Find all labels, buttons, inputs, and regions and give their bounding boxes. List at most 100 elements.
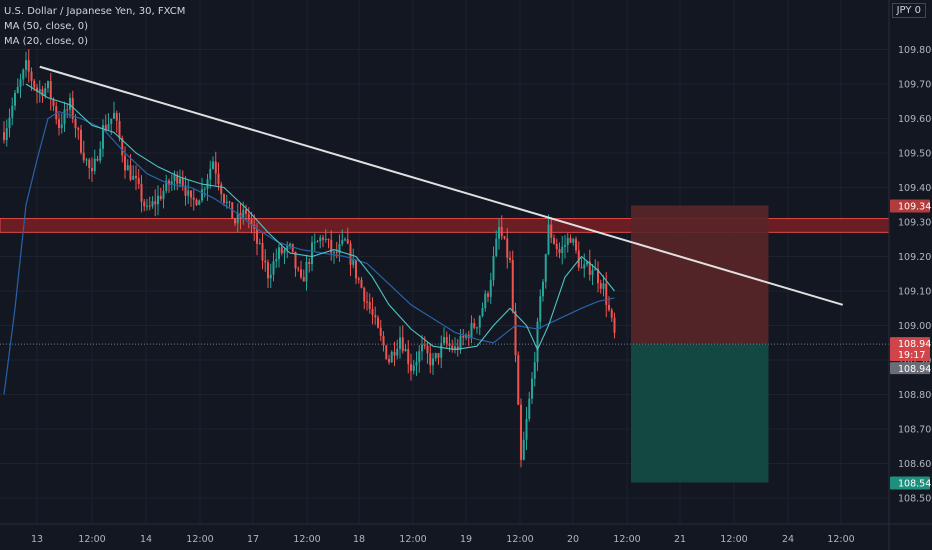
candle-body — [489, 280, 492, 297]
candle-body — [297, 268, 300, 270]
trendline-line[interactable] — [39, 65, 844, 306]
candle-body — [33, 80, 36, 88]
candle-body — [71, 97, 74, 119]
candle-body — [382, 335, 385, 346]
price-tick-label: 109.600 — [898, 114, 932, 125]
ma50-label: MA (50, close, 0) — [4, 21, 89, 32]
ma50-line — [3, 110, 615, 395]
candle-body — [88, 159, 91, 168]
candle-body — [487, 293, 489, 297]
candle-body — [11, 105, 14, 118]
time-tick-label: 17 — [247, 534, 259, 545]
candle-body — [82, 152, 85, 161]
candle-body — [473, 323, 476, 328]
candle-body — [385, 345, 388, 359]
candle-body — [580, 267, 583, 269]
candle-body — [481, 308, 484, 317]
candle-body — [330, 239, 333, 253]
candle-body — [599, 283, 602, 289]
candle-body — [520, 404, 522, 460]
candle-body — [168, 180, 170, 185]
candle-body — [115, 112, 118, 121]
candle-body — [459, 335, 462, 351]
time-tick-label: 21 — [674, 534, 686, 545]
price-tick-label: 108.600 — [898, 459, 932, 470]
candle-body — [484, 293, 487, 309]
price-tick-label: 108.700 — [898, 425, 932, 436]
candle-body — [258, 243, 261, 245]
stop-loss-zone[interactable] — [631, 205, 769, 345]
candle-body — [434, 353, 437, 359]
ma20-line — [25, 83, 615, 351]
time-axis[interactable]: 13 12:00 14 12:00 17 12:00 18 12:00 19 12:00 20 12:… — [0, 523, 932, 545]
candle-body — [550, 224, 553, 238]
candle-body — [564, 245, 566, 247]
candle-body — [187, 190, 190, 196]
candle-body — [401, 337, 404, 352]
candle-body — [91, 167, 93, 172]
target-price-tag — [890, 476, 930, 490]
trendline[interactable] — [39, 65, 844, 306]
candle-body — [124, 155, 126, 171]
candle-body — [379, 327, 382, 336]
price-tick-label: 109.400 — [898, 183, 932, 194]
candle-body — [407, 349, 410, 365]
candle-body — [566, 237, 569, 246]
candle-body — [143, 201, 146, 207]
candle-body — [514, 311, 517, 356]
candle-body — [25, 60, 27, 70]
candle-body — [85, 159, 88, 161]
candle-body — [597, 268, 599, 284]
candle-body — [522, 439, 525, 460]
price-tick-label: 109.200 — [898, 252, 932, 263]
candle-body — [264, 260, 267, 263]
candle-body — [225, 201, 228, 203]
candle-body — [179, 178, 181, 184]
candle-body — [30, 71, 33, 81]
candle-body — [107, 123, 110, 130]
candle-body — [575, 239, 577, 251]
candle-body — [536, 321, 539, 363]
candle-body — [311, 242, 313, 264]
candle-body — [206, 179, 209, 189]
candle-body — [445, 337, 448, 344]
price-tick-label: 109.700 — [898, 80, 932, 91]
candle-body — [555, 243, 558, 250]
candle-body — [60, 124, 63, 128]
candle-body — [69, 97, 71, 110]
candle-body — [118, 120, 121, 139]
candle-body — [539, 296, 542, 322]
candle-body — [8, 117, 11, 129]
candle-body — [195, 199, 198, 206]
candle-body — [591, 270, 594, 275]
price-tick-label: 109.300 — [898, 218, 932, 229]
time-tick-label: 12:00 — [613, 534, 640, 545]
price-tick-label: 109.800 — [898, 45, 932, 56]
candle-body — [423, 344, 426, 346]
take-profit-zone[interactable] — [631, 344, 769, 483]
candle-body — [289, 243, 291, 246]
candle-body — [176, 174, 179, 184]
price-axis[interactable]: 109.800 109.700 109.600 109.500 109.400 109.3… — [888, 0, 932, 550]
candle-body — [104, 125, 107, 130]
candle-body — [404, 349, 407, 352]
candle-body — [294, 251, 297, 269]
candle-body — [572, 239, 575, 243]
candle-body — [93, 158, 96, 172]
candle-body — [377, 317, 379, 328]
candle-body — [121, 138, 124, 156]
chart-legend: U.S. Dollar / Japanese Yen, 30, FXCM MA … — [4, 4, 185, 49]
time-tick-label: 19 — [460, 534, 472, 545]
candle-body — [577, 250, 580, 268]
target-price-tag-text: 108.545 — [898, 478, 932, 489]
price-tick-label: 109.000 — [898, 321, 932, 332]
candle-body — [371, 308, 374, 316]
candle-body — [415, 362, 418, 366]
candle-body — [267, 262, 269, 279]
candle-body — [341, 239, 344, 244]
candle-body — [478, 316, 481, 328]
currency-badge[interactable]: JPY 0 — [891, 3, 926, 18]
candle-body — [22, 69, 25, 80]
entry-price-tag-text: 108.946 — [898, 364, 932, 375]
